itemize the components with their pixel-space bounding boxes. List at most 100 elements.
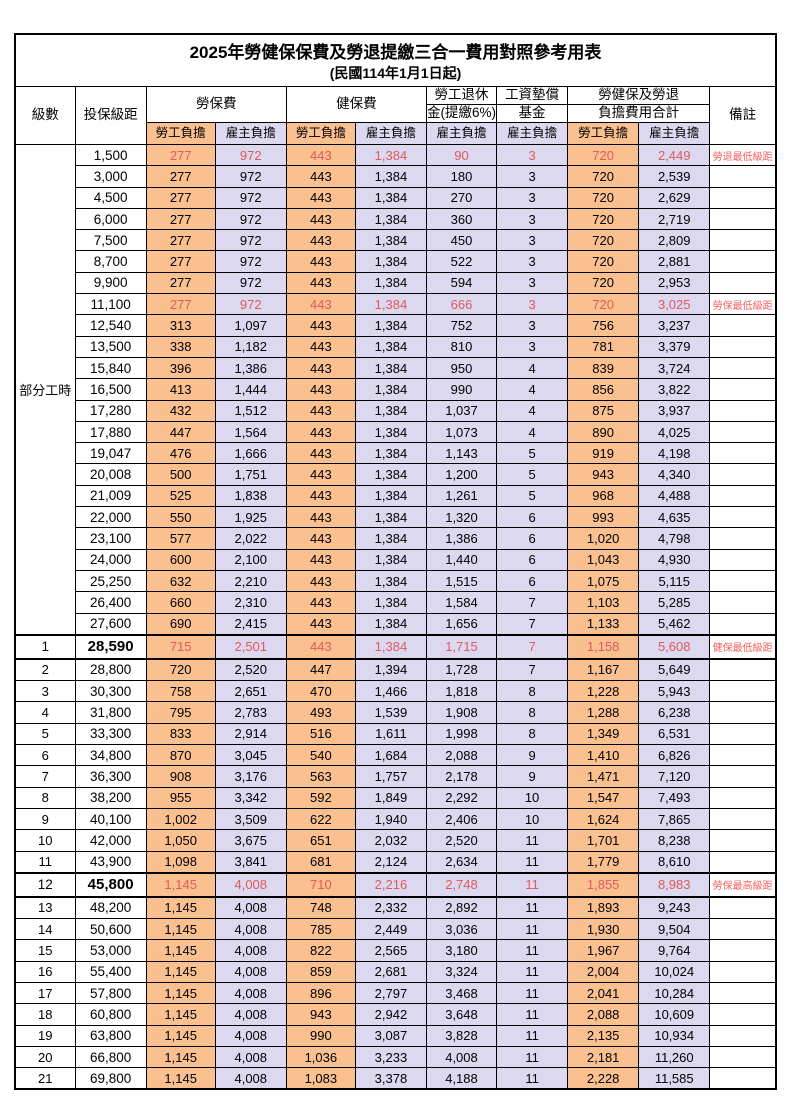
cell-value: 8	[496, 680, 569, 703]
table-row: 8,700 277 972 443 1,384 522 3 720 2,881	[15, 250, 777, 273]
cell-value: 447	[145, 420, 216, 444]
col-header-total-line1: 勞健保及勞退	[567, 86, 711, 105]
table-row: 17,280 432 1,512 443 1,384 1,037 4 875 3,937	[15, 399, 777, 422]
cell-value: 833	[145, 722, 216, 746]
cell-value: 2,135	[567, 1024, 640, 1047]
cell-value: 3,180	[425, 939, 498, 962]
cell-value: 710	[285, 871, 356, 898]
table-row: 3,000 277 972 443 1,384 180 3 720 2,539	[15, 165, 777, 188]
cell-value: 720	[567, 250, 640, 273]
cell-value: 3,036	[425, 918, 498, 941]
cell-value: 516	[285, 722, 356, 746]
cell-value: 447	[285, 658, 356, 682]
cell-value: 600	[145, 548, 216, 571]
cell-remark	[709, 399, 777, 422]
cell-value: 4,008	[214, 1024, 287, 1047]
cell-value: 1,228	[567, 680, 640, 703]
cell-value: 4,635	[638, 506, 711, 529]
cell-value: 90	[425, 143, 498, 167]
cell-value: 11	[496, 960, 569, 983]
cell-value: 9	[496, 765, 569, 788]
cell-value: 396	[145, 356, 216, 380]
cell-remark: 勞保最高級距	[709, 871, 777, 898]
cell-value: 450	[425, 229, 498, 252]
cell-value: 3	[496, 335, 569, 358]
cell-value: 720	[567, 229, 640, 252]
cell-value: 2,292	[425, 786, 498, 809]
cell-value: 2,892	[425, 896, 498, 920]
cell-value: 5,285	[638, 591, 711, 614]
cell-value: 1,728	[425, 658, 498, 682]
cell-value: 870	[145, 744, 216, 767]
cell-value: 1,384	[354, 293, 427, 316]
table-row: 16 55,400 1,145 4,008 859 2,681 3,324 11 2,004 10…	[14, 960, 777, 983]
subheader-total-employer: 雇主負擔	[638, 122, 711, 145]
cell-value: 1,384	[354, 186, 427, 209]
cell-value: 10	[496, 807, 569, 831]
cell-value: 919	[567, 442, 640, 465]
cell-value: 1,384	[354, 399, 427, 422]
cell-value: 4,008	[214, 918, 287, 941]
cell-remark	[709, 314, 777, 337]
cell-value: 2,178	[425, 765, 498, 788]
cell-bracket: 31,800	[74, 701, 147, 724]
cell-value: 6	[496, 506, 569, 529]
cell-value: 1,466	[354, 680, 427, 703]
cell-value: 943	[285, 1003, 356, 1026]
table-row: 11,100 277 972 443 1,384 666 3 720 3,025 勞保最低級距	[15, 293, 777, 316]
cell-value: 2,539	[638, 165, 711, 188]
cell-value: 443	[285, 506, 356, 529]
table-row: 22,000 550 1,925 443 1,384 1,320 6 993 4,635	[15, 506, 777, 529]
cell-value: 950	[425, 356, 498, 380]
table-row: 12,540 313 1,097 443 1,384 752 3 756 3,237	[15, 314, 777, 337]
cell-remark	[709, 271, 777, 295]
table-row: 6 34,800 870 3,045 540 1,684 2,088 9 1,410 6,826	[14, 744, 777, 767]
cell-value: 1,908	[425, 701, 498, 724]
table-row: 1 28,590 715 2,501 443 1,384 1,715 7 1,158 5,608 健…	[14, 633, 777, 660]
cell-value: 1,384	[354, 314, 427, 337]
cell-value: 955	[145, 786, 216, 809]
table-row: 2 28,800 720 2,520 447 1,394 1,728 7 1,167 5,649	[14, 658, 777, 682]
cell-value: 10,284	[638, 981, 711, 1005]
cell-value: 1,410	[567, 744, 640, 767]
table-row: 19,047 476 1,666 443 1,384 1,143 5 919 4,198	[15, 442, 777, 465]
cell-remark	[709, 250, 777, 273]
cell-bracket: 36,300	[74, 765, 147, 788]
cell-value: 3,378	[354, 1067, 427, 1090]
cell-value: 5,462	[638, 612, 711, 636]
cell-remark	[709, 1003, 777, 1026]
cell-value: 1,386	[214, 356, 287, 380]
cell-bracket: 48,200	[74, 896, 147, 920]
cell-remark	[709, 165, 777, 188]
cell-value: 4	[496, 356, 569, 380]
cell-value: 1,103	[567, 591, 640, 614]
table-row: 15,840 396 1,386 443 1,384 950 4 839 3,724	[15, 356, 777, 380]
cell-value: 2,032	[354, 829, 427, 852]
cell-value: 4,188	[425, 1067, 498, 1090]
cell-bracket: 16,500	[74, 378, 147, 401]
cell-value: 443	[285, 548, 356, 571]
cell-value: 990	[285, 1024, 356, 1047]
cell-value: 1,384	[354, 463, 427, 486]
cell-value: 3,509	[214, 807, 287, 831]
cell-value: 4,008	[214, 1003, 287, 1026]
cell-value: 6	[496, 527, 569, 550]
cell-value: 2,310	[214, 591, 287, 614]
cell-bracket: 19,047	[74, 442, 147, 465]
cell-value: 443	[285, 293, 356, 316]
cell-level: 6	[14, 744, 76, 767]
cell-value: 2,651	[214, 680, 287, 703]
cell-value: 5,608	[638, 633, 711, 660]
cell-remark	[709, 786, 777, 809]
cell-value: 2,004	[567, 960, 640, 983]
cell-value: 896	[285, 981, 356, 1005]
cell-value: 3,828	[425, 1024, 498, 1047]
cell-remark	[709, 442, 777, 465]
cell-level: 19	[14, 1024, 76, 1047]
cell-value: 4,008	[214, 896, 287, 920]
cell-bracket: 17,280	[74, 399, 147, 422]
cell-value: 11	[496, 896, 569, 920]
cell-value: 1,075	[567, 569, 640, 593]
cell-value: 972	[214, 143, 287, 167]
cell-value: 1,145	[145, 1024, 216, 1047]
